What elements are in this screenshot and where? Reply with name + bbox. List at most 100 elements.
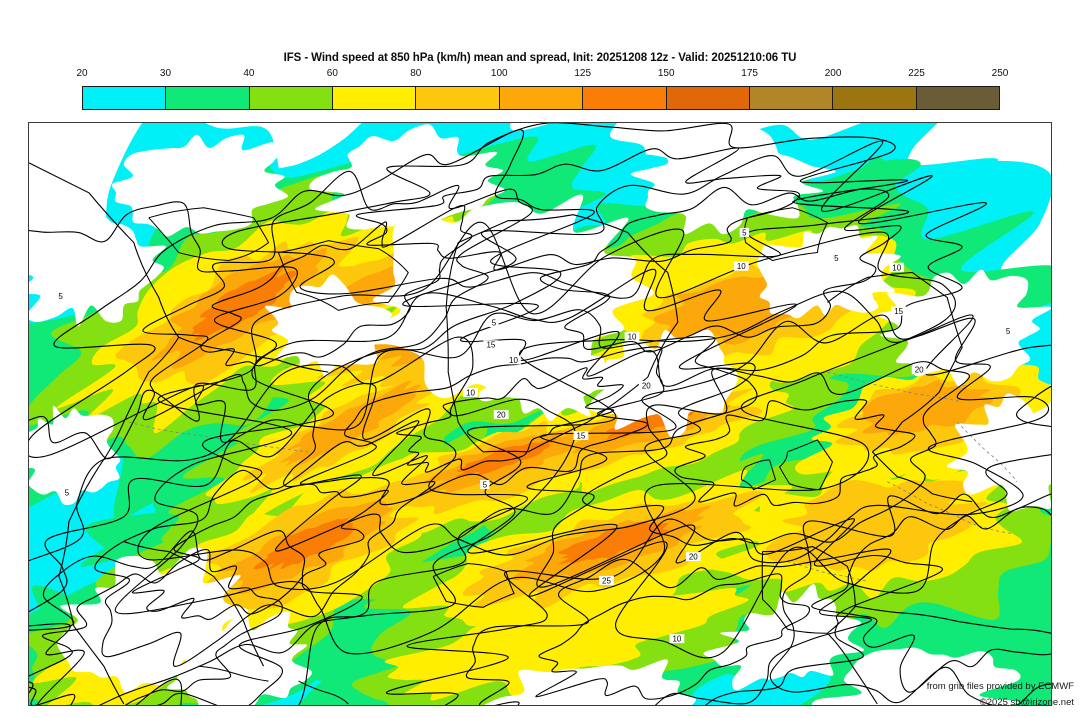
- contour-label-layer: 5 5 5 5 5 5 5 10 10 10 10 10 10 15 15 15 20 20 20 20 25: [55, 227, 1013, 644]
- colorbar-band: [249, 87, 334, 109]
- political-border: [128, 421, 309, 453]
- colorbar-band: [916, 87, 999, 109]
- spread-contour: [465, 548, 892, 705]
- spread-contour: [674, 399, 916, 507]
- colorbar-tick: 60: [326, 68, 338, 79]
- contour-label-background: [831, 253, 842, 263]
- colorbar-tick: 175: [741, 68, 758, 79]
- contour-label: 15: [576, 432, 585, 441]
- spread-contour: [535, 573, 811, 700]
- contour-label-background: [55, 291, 66, 301]
- contour-label: 5: [483, 480, 488, 489]
- page-title: IFS - Wind speed at 850 hPa (km/h) mean …: [283, 52, 797, 64]
- colorbar-tick: 100: [490, 68, 508, 79]
- coastline: [298, 680, 349, 705]
- coastline-layer: [29, 162, 1051, 705]
- colorbar-band: [499, 87, 584, 109]
- contour-label: 5: [65, 489, 70, 498]
- contour-label: 20: [497, 411, 506, 420]
- contour-label-background: [669, 634, 685, 644]
- contour-label-background: [463, 387, 478, 397]
- contour-label: 5: [492, 319, 497, 328]
- coastline: [29, 162, 180, 468]
- spread-contour: [769, 493, 1051, 705]
- spread-contour: [355, 147, 801, 271]
- coastline: [198, 665, 269, 682]
- political-border: [827, 371, 963, 403]
- colorbar-tick: 20: [76, 68, 88, 79]
- windspeed-band: [757, 225, 901, 319]
- contour-label: 10: [892, 263, 901, 272]
- contour-label-background: [1003, 326, 1013, 336]
- coastline: [871, 451, 973, 503]
- colorbar-band: [666, 87, 750, 109]
- spread-contour: [29, 129, 595, 458]
- contour-label: 10: [628, 333, 637, 342]
- windspeed-shading-layer: [29, 123, 1051, 705]
- windspeed-band: [253, 517, 356, 571]
- contour-label: 10: [737, 262, 746, 271]
- contour-label-background: [489, 318, 499, 328]
- coastline: [445, 214, 679, 453]
- coastline: [741, 459, 777, 491]
- spread-contour: [29, 336, 576, 705]
- coastline: [432, 562, 515, 608]
- contour-label-background: [624, 332, 640, 342]
- windspeed-band: [111, 134, 288, 237]
- colorbar-tick: 250: [991, 68, 1009, 79]
- credit-copyright: ©2025 sb@irizone.net: [979, 697, 1074, 708]
- coastline: [148, 207, 270, 262]
- contour-label-background: [889, 262, 905, 272]
- map-frame[interactable]: 5 5 5 5 5 5 5 10 10 10 10 10 10 15 15 15 20 20 20 20 25: [28, 122, 1052, 706]
- contour-label-background: [733, 261, 749, 271]
- spread-contour: [526, 314, 1050, 588]
- coastline: [827, 632, 878, 705]
- colorbar: [82, 86, 1000, 110]
- colorbar-band: [333, 87, 417, 109]
- spread-contour: [466, 290, 1051, 659]
- windspeed-band: [465, 324, 618, 421]
- contour-label-background: [685, 552, 701, 562]
- colorbar-band: [83, 87, 167, 109]
- windspeed-band: [484, 659, 696, 705]
- windspeed-band: [811, 647, 1021, 705]
- spread-contour: [582, 361, 970, 546]
- contour-label-background: [483, 340, 499, 350]
- colorbar-band: [583, 87, 667, 109]
- coastline: [855, 605, 1051, 634]
- contour-label: 5: [834, 254, 839, 263]
- spread-contour-layer: [29, 123, 1051, 705]
- spread-contour: [396, 367, 624, 473]
- contour-label: 20: [642, 381, 651, 390]
- weather-map[interactable]: 5 5 5 5 5 5 5 10 10 10 10 10 10 15 15 15 20 20 20 20 25: [29, 123, 1051, 705]
- spread-contour: [29, 548, 283, 705]
- contour-label: 5: [1006, 327, 1011, 336]
- political-border: [956, 421, 1018, 483]
- coastline: [123, 541, 265, 667]
- spread-contour: [114, 221, 956, 655]
- coastline: [58, 466, 125, 705]
- spread-contour: [811, 506, 1051, 693]
- colorbar-tick: 125: [574, 68, 592, 79]
- contour-label-background: [911, 365, 927, 375]
- colorbar-tick: 30: [159, 68, 172, 79]
- contour-label: 5: [58, 292, 63, 301]
- colorbar-tick: 150: [657, 68, 675, 79]
- windspeed-band: [264, 274, 393, 377]
- spread-contour: [386, 518, 943, 705]
- contour-label-background: [62, 488, 72, 498]
- colorbar-band: [833, 87, 917, 109]
- contour-label-background: [480, 479, 490, 489]
- windspeed-band: [455, 438, 558, 478]
- contour-label: 20: [915, 366, 924, 375]
- contour-label-background: [638, 381, 654, 390]
- contour-label-background: [573, 431, 589, 441]
- colorbar-band: [166, 87, 250, 109]
- contour-label: 5: [742, 228, 747, 237]
- contour-label: 15: [894, 307, 903, 316]
- coastline: [178, 336, 329, 373]
- windspeed-band: [29, 405, 121, 506]
- spread-contour: [29, 383, 529, 705]
- contour-label-background: [493, 410, 509, 420]
- colorbar-tick: 80: [410, 68, 422, 79]
